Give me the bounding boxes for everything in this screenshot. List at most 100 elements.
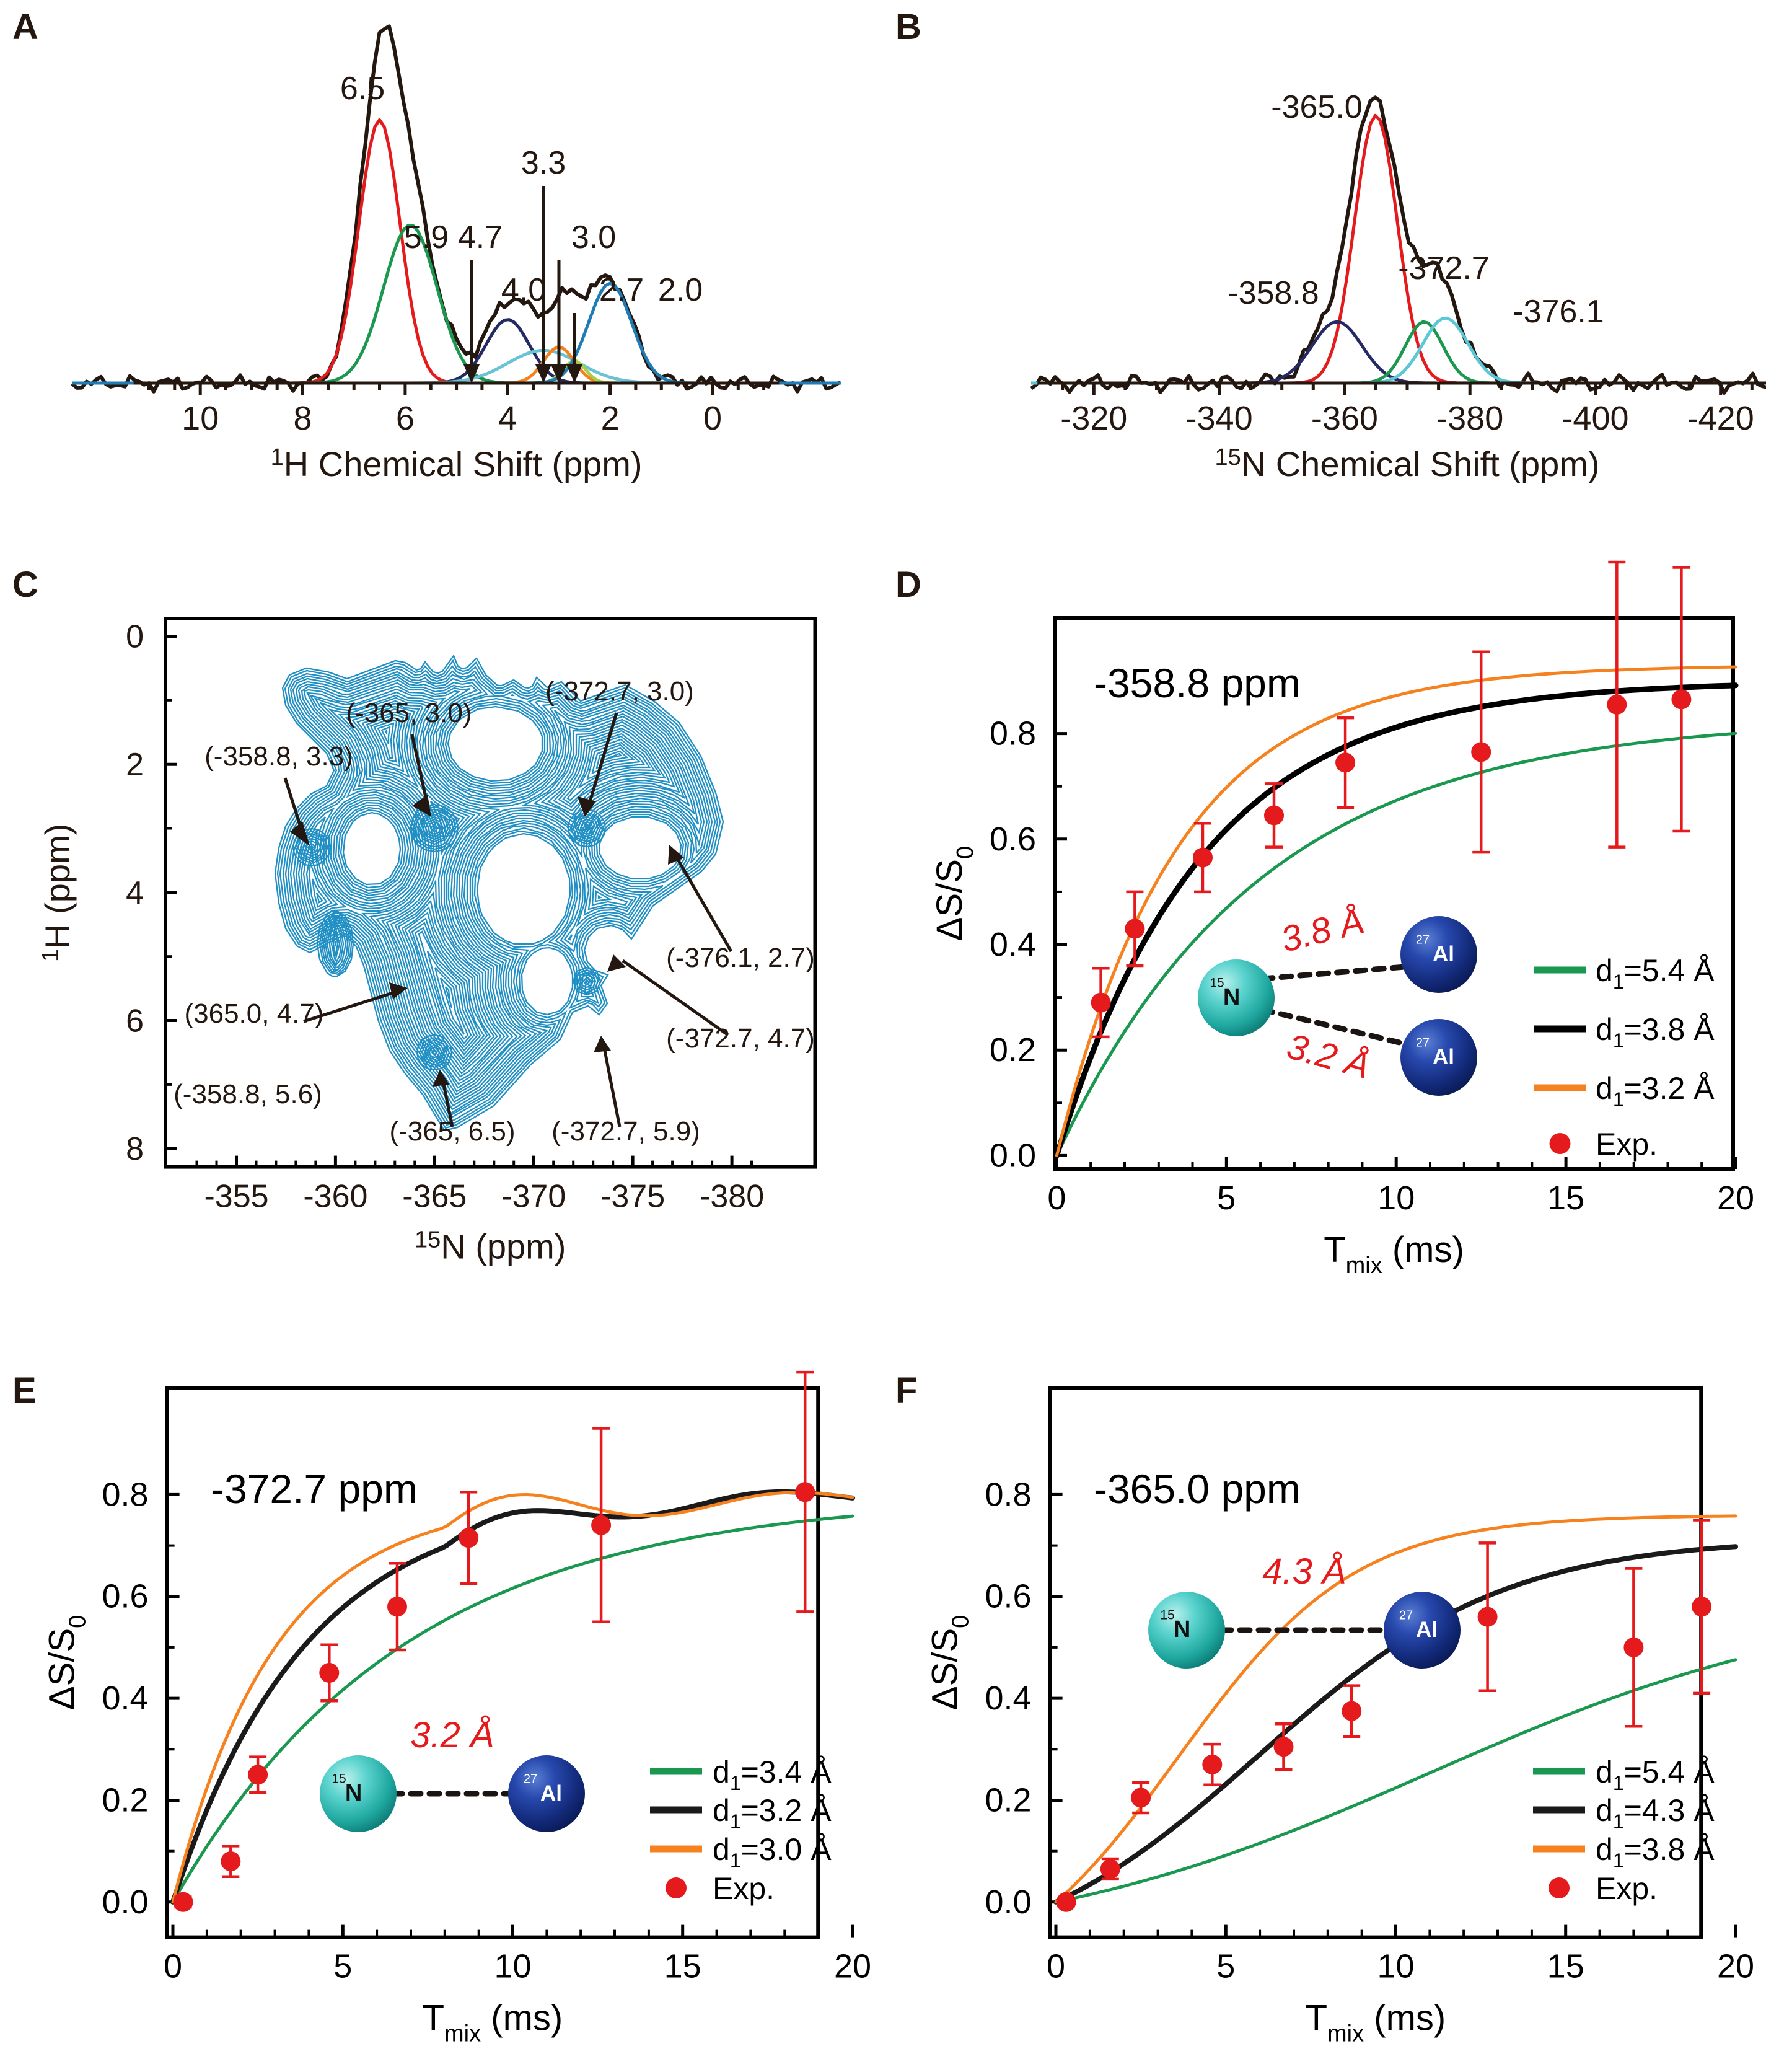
svg-text:0.0: 0.0 — [985, 1884, 1032, 1921]
svg-text:-320: -320 — [1060, 400, 1127, 437]
svg-text:6.5: 6.5 — [340, 71, 385, 107]
svg-text:3.0: 3.0 — [571, 219, 616, 255]
svg-text:20: 20 — [834, 1948, 871, 1985]
svg-text:4.7: 4.7 — [458, 219, 503, 255]
svg-text:0.0: 0.0 — [102, 1884, 149, 1921]
svg-text:d1=3.0 Å: d1=3.0 Å — [713, 1832, 832, 1872]
svg-text:1H (ppm): 1H (ppm) — [38, 824, 77, 962]
svg-text:ΔS/S0: ΔS/S0 — [42, 1615, 91, 1710]
svg-text:10: 10 — [494, 1948, 531, 1985]
svg-text:15: 15 — [1547, 1179, 1584, 1217]
svg-text:(-372.7, 3.0): (-372.7, 3.0) — [545, 676, 694, 707]
svg-text:15N Chemical Shift (ppm): 15N Chemical Shift (ppm) — [1215, 444, 1599, 483]
svg-text:-376.1: -376.1 — [1513, 294, 1604, 330]
svg-text:5.9: 5.9 — [404, 219, 449, 255]
svg-text:-360: -360 — [1311, 400, 1378, 437]
svg-text:10: 10 — [1377, 1179, 1415, 1217]
svg-text:4.0: 4.0 — [501, 272, 546, 308]
svg-text:(-376.1, 2.7): (-376.1, 2.7) — [666, 943, 815, 973]
svg-text:d1=3.4 Å: d1=3.4 Å — [713, 1755, 832, 1794]
svg-text:-375: -375 — [600, 1179, 665, 1215]
svg-text:Al: Al — [1433, 942, 1454, 966]
svg-text:15: 15 — [332, 1772, 346, 1786]
svg-text:15: 15 — [664, 1948, 701, 1985]
svg-text:ΔS/S0: ΔS/S0 — [925, 1615, 974, 1710]
svg-text:0: 0 — [703, 400, 722, 437]
svg-text:Al: Al — [1416, 1618, 1438, 1642]
svg-text:0: 0 — [1047, 1948, 1065, 1985]
svg-text:N: N — [1223, 984, 1240, 1010]
svg-text:0: 0 — [1047, 1179, 1066, 1217]
svg-text:15: 15 — [1160, 1608, 1174, 1623]
svg-text:(-365, 3.0): (-365, 3.0) — [346, 698, 472, 728]
svg-text:27: 27 — [1416, 1036, 1430, 1050]
svg-text:N: N — [345, 1780, 362, 1806]
svg-text:8: 8 — [126, 1131, 144, 1167]
svg-text:d1=3.2 Å: d1=3.2 Å — [713, 1793, 832, 1833]
svg-text:10: 10 — [1377, 1948, 1414, 1985]
svg-text:20: 20 — [1717, 1179, 1754, 1217]
svg-text:15: 15 — [1210, 976, 1224, 990]
svg-text:10: 10 — [182, 400, 219, 437]
svg-text:0: 0 — [126, 619, 144, 655]
svg-text:-380: -380 — [700, 1179, 764, 1215]
svg-text:5: 5 — [1217, 1179, 1236, 1217]
svg-text:Tmix (ms): Tmix (ms) — [1324, 1230, 1464, 1279]
svg-text:20: 20 — [1717, 1948, 1754, 1985]
svg-text:4: 4 — [126, 875, 144, 911]
svg-text:4.3 Å: 4.3 Å — [1262, 1551, 1346, 1592]
svg-text:2: 2 — [601, 400, 620, 437]
svg-text:27: 27 — [1399, 1609, 1413, 1623]
svg-text:Al: Al — [540, 1781, 562, 1805]
svg-text:(-358.8, 3.3): (-358.8, 3.3) — [204, 741, 353, 772]
svg-text:d1=3.2 Å: d1=3.2 Å — [1596, 1071, 1715, 1111]
svg-text:6: 6 — [396, 400, 415, 437]
svg-text:3.2 Å: 3.2 Å — [410, 1715, 494, 1755]
svg-text:-380: -380 — [1436, 400, 1503, 437]
svg-text:0.2: 0.2 — [990, 1031, 1036, 1069]
svg-text:8: 8 — [293, 400, 312, 437]
svg-text:Tmix (ms): Tmix (ms) — [423, 1998, 563, 2047]
svg-text:0.6: 0.6 — [990, 821, 1036, 858]
svg-text:0.8: 0.8 — [102, 1476, 149, 1513]
svg-text:-365: -365 — [402, 1179, 467, 1215]
svg-text:N: N — [1174, 1616, 1190, 1642]
svg-text:0.2: 0.2 — [102, 1782, 149, 1819]
svg-text:ΔS/S0: ΔS/S0 — [929, 846, 978, 941]
svg-text:-370: -370 — [501, 1179, 566, 1215]
svg-text:15: 15 — [1547, 1948, 1584, 1985]
svg-text:-372.7 ppm: -372.7 ppm — [211, 1466, 418, 1512]
svg-text:0.2: 0.2 — [985, 1782, 1032, 1819]
svg-text:0.0: 0.0 — [990, 1137, 1036, 1174]
svg-text:-420: -420 — [1687, 400, 1754, 437]
svg-text:(365.0, 4.7): (365.0, 4.7) — [184, 999, 323, 1029]
svg-text:Al: Al — [1433, 1045, 1454, 1069]
svg-text:0.6: 0.6 — [102, 1578, 149, 1615]
svg-text:d1=5.4 Å: d1=5.4 Å — [1596, 953, 1715, 993]
svg-text:5: 5 — [333, 1948, 352, 1985]
svg-text:27: 27 — [1416, 933, 1430, 947]
svg-text:-360: -360 — [303, 1179, 367, 1215]
svg-text:d1=4.3 Å: d1=4.3 Å — [1596, 1793, 1715, 1833]
svg-text:0.4: 0.4 — [985, 1680, 1032, 1717]
svg-text:d1=3.8 Å: d1=3.8 Å — [1596, 1012, 1715, 1052]
svg-text:d1=5.4 Å: d1=5.4 Å — [1596, 1755, 1715, 1794]
svg-text:-365.0 ppm: -365.0 ppm — [1094, 1466, 1301, 1512]
svg-text:0.4: 0.4 — [102, 1680, 149, 1717]
svg-text:27: 27 — [524, 1773, 537, 1786]
svg-text:2.7: 2.7 — [599, 272, 644, 308]
svg-text:-355: -355 — [204, 1179, 268, 1215]
svg-text:0.8: 0.8 — [990, 715, 1036, 752]
svg-text:2.0: 2.0 — [658, 272, 703, 308]
svg-text:15N (ppm): 15N (ppm) — [415, 1227, 566, 1266]
svg-text:-358.8 ppm: -358.8 ppm — [1094, 660, 1301, 706]
svg-text:2: 2 — [126, 747, 144, 783]
svg-text:-340: -340 — [1186, 400, 1253, 437]
svg-text:(-372.7, 5.9): (-372.7, 5.9) — [551, 1116, 700, 1147]
svg-text:0.4: 0.4 — [990, 926, 1036, 963]
svg-text:1H Chemical Shift (ppm): 1H Chemical Shift (ppm) — [271, 444, 643, 483]
svg-text:0.8: 0.8 — [985, 1476, 1032, 1513]
svg-text:-372.7: -372.7 — [1398, 250, 1489, 286]
svg-text:0.6: 0.6 — [985, 1578, 1032, 1615]
svg-text:0: 0 — [164, 1948, 182, 1985]
